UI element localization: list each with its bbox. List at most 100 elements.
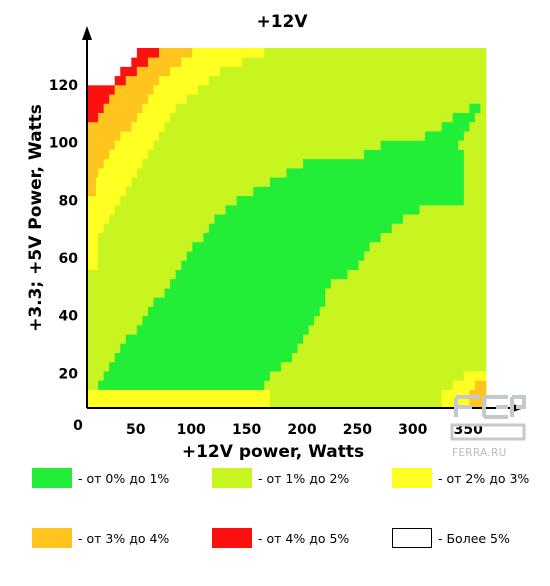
heatmap-cell	[474, 112, 487, 123]
heatmap-cell	[87, 251, 99, 261]
heatmap-cell	[369, 241, 487, 252]
heatmap-cell	[142, 158, 304, 169]
heatmap-cell	[109, 214, 215, 224]
heatmap-cell	[87, 66, 121, 77]
heatmap-cell	[131, 121, 165, 132]
heatmap-cell	[474, 380, 487, 390]
legend-swatch	[392, 468, 432, 488]
heatmap-cell	[87, 315, 143, 326]
heatmap-cell	[463, 149, 487, 160]
heatmap-cell	[225, 204, 420, 215]
heatmap-cell	[170, 66, 221, 77]
heatmap-cell	[159, 48, 193, 58]
heatmap-cell	[98, 241, 193, 252]
x-tick-label: 250	[343, 422, 372, 438]
heatmap-cell	[87, 158, 105, 169]
y-tick-label: 80	[59, 193, 79, 209]
heatmap-cell	[125, 334, 304, 344]
heatmap-cell	[87, 140, 116, 150]
heatmap-cell	[264, 48, 487, 58]
heatmap-cell	[469, 398, 487, 409]
heatmap-cell	[125, 186, 254, 197]
heatmap-cell	[87, 149, 110, 160]
heatmap-cell	[87, 75, 116, 86]
heatmap-cell	[87, 112, 99, 123]
heatmap-cell	[463, 195, 487, 206]
x-tick-label: 200	[287, 422, 316, 438]
heatmap-cell	[87, 168, 99, 178]
heatmap-cell	[125, 75, 160, 86]
y-tick-label: 40	[59, 309, 79, 325]
heatmap-cell	[87, 324, 138, 335]
heatmap-cell	[159, 75, 210, 86]
heatmap-cell	[103, 158, 143, 169]
heatmap-cell	[136, 48, 160, 58]
y-tick-label: 60	[59, 251, 79, 267]
heatmap-cell	[109, 94, 149, 104]
heatmap-cell	[425, 131, 465, 141]
y-axis-label: +3.3; +5V Power, Watts	[26, 104, 46, 332]
heatmap-cell	[469, 389, 487, 400]
heatmap-cell	[136, 324, 310, 335]
heatmap-cell	[452, 380, 476, 390]
heatmap-cell	[87, 260, 99, 270]
heatmap-cell	[175, 103, 470, 114]
heatmap-cell	[87, 131, 121, 141]
heatmap-cell	[120, 343, 298, 354]
heatmap-cell	[98, 168, 138, 178]
heatmap-cell	[463, 371, 487, 381]
legend-label: - от 0% до 1%	[78, 470, 170, 486]
heatmap-cell	[131, 177, 271, 187]
heatmap-cell	[164, 288, 326, 298]
heatmap-cell	[147, 94, 188, 104]
heatmap-cell	[87, 214, 110, 224]
heatmap-cell	[303, 334, 487, 344]
heatmap-cell	[114, 204, 226, 215]
heatmap-cell	[114, 140, 154, 150]
heatmap-cell	[192, 241, 371, 252]
heatmap-cell	[159, 131, 426, 141]
legend-item-3: - от 3% до 4%	[32, 527, 169, 549]
heatmap-cell	[147, 149, 365, 160]
heatmap-cell	[87, 57, 132, 67]
heatmap-cell	[308, 324, 487, 335]
heatmap-cell	[103, 223, 210, 234]
y-tick-label: 20	[59, 366, 79, 382]
heatmap-cell	[87, 297, 154, 307]
heatmap-cell	[269, 398, 443, 409]
heatmap-cell	[153, 84, 199, 95]
heatmap-cell	[391, 223, 487, 234]
heatmap-cell	[131, 57, 149, 67]
heatmap-cell	[98, 260, 182, 270]
heatmap-cell	[136, 66, 171, 77]
heatmap-cell	[142, 103, 177, 114]
heatmap-cell	[87, 223, 105, 234]
heatmap-cell	[458, 140, 487, 150]
x-axis-label: +12V power, Watts	[182, 442, 364, 460]
heatmap-cell	[136, 112, 171, 123]
legend-item-0: - от 0% до 1%	[32, 467, 169, 489]
heatmap-cell	[469, 121, 487, 132]
legend-swatch	[212, 528, 252, 548]
heatmap-cell	[441, 389, 470, 400]
x-tick-label: 150	[232, 422, 261, 438]
heatmap-cell	[142, 315, 315, 326]
heatmap-cell	[87, 288, 165, 298]
heatmap-cell	[87, 380, 99, 390]
heatmap-cell	[175, 269, 348, 280]
heatmap-cell	[170, 278, 332, 289]
heatmap-cell	[463, 186, 487, 197]
legend-swatch	[392, 528, 432, 548]
heatmap-cell	[452, 112, 476, 123]
heatmap-cell	[87, 398, 271, 409]
heatmap-cell	[120, 195, 238, 206]
heatmap-cell	[147, 57, 182, 67]
heatmap-cell	[292, 352, 487, 363]
legend-item-5: - Более 5%	[392, 527, 510, 549]
heatmap-cell	[170, 112, 454, 123]
heatmap-cell	[480, 103, 487, 114]
legend-item-2: - от 2% до 3%	[392, 467, 529, 489]
heatmap-cell	[214, 214, 404, 224]
legend-item-1: - от 1% до 2%	[212, 467, 349, 489]
legend-label: - от 3% до 4%	[78, 530, 170, 546]
